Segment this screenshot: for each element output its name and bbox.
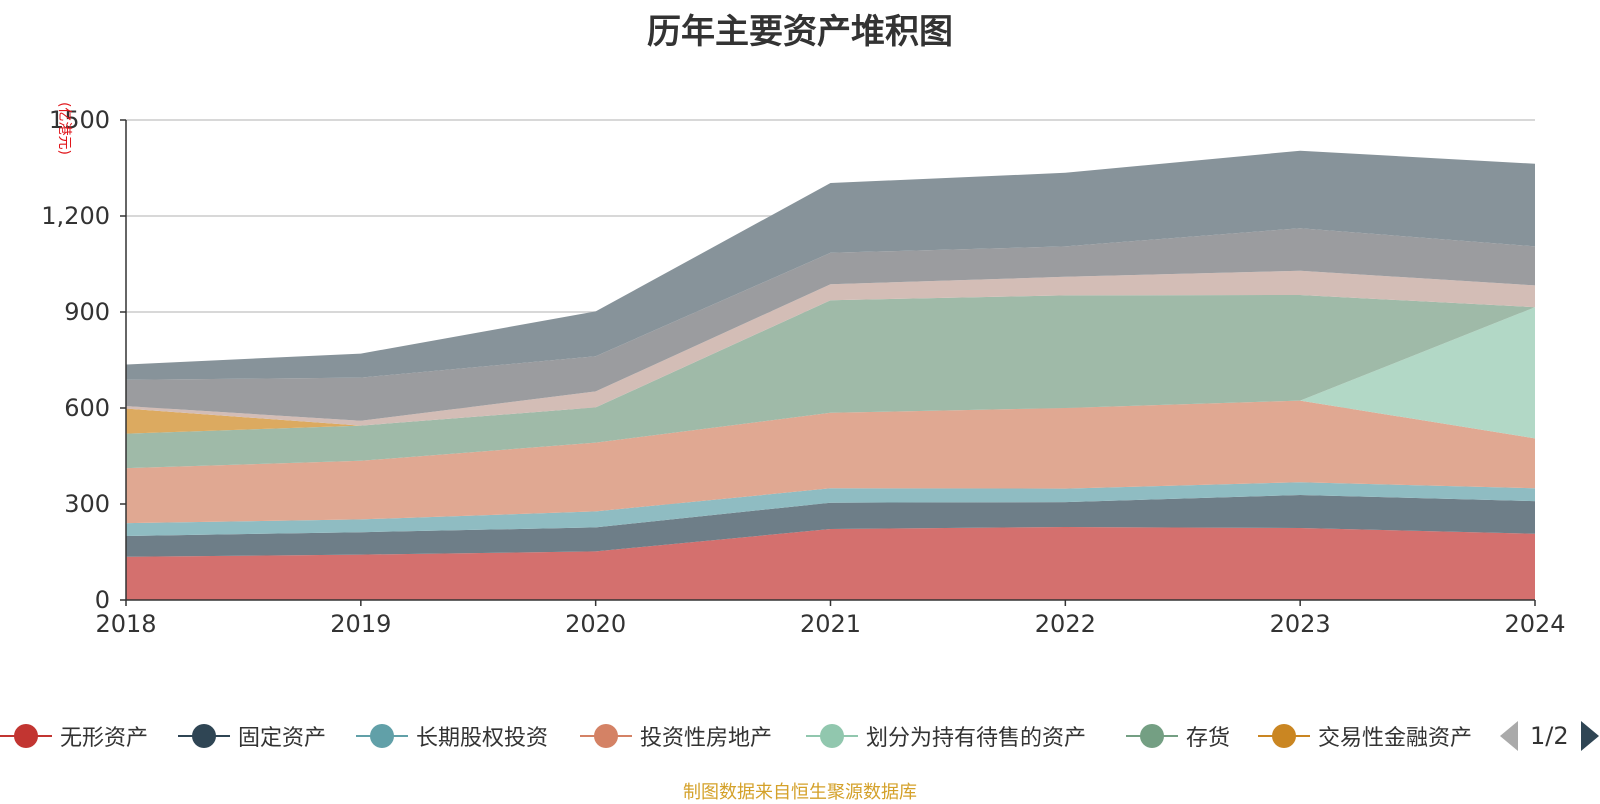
legend-marker-icon xyxy=(356,718,408,754)
y-tick-label: 1500 xyxy=(49,106,110,134)
area-series-1[interactable] xyxy=(126,495,1535,557)
chart-plot: 0 300 600 900 1,200 1500 2018 2019 2020 2021 2022 2… xyxy=(41,102,1565,638)
y-tick-label: 1,200 xyxy=(41,202,110,230)
legend-label: 交易性金融资产 xyxy=(1318,726,1473,751)
y-unit-label: (亿港元) xyxy=(56,102,72,155)
legend-next-arrow-icon[interactable] xyxy=(1580,721,1599,751)
legend-prev-arrow-icon[interactable] xyxy=(1500,721,1518,751)
x-tick-label: 2018 xyxy=(95,610,156,638)
area-series-3[interactable] xyxy=(126,400,1535,524)
area-series-8[interactable] xyxy=(126,228,1535,421)
x-tick-label: 2019 xyxy=(330,610,391,638)
chart-title: 历年主要资产堆积图 xyxy=(647,12,953,52)
x-tick-label: 2021 xyxy=(800,610,861,638)
legend-label: 存货 xyxy=(1186,726,1231,751)
legend-item[interactable]: 长期股权投资 xyxy=(356,718,548,754)
legend-marker-icon xyxy=(1126,718,1178,754)
legend: 无形资产 固定资产 长期股权投资 投资性房地产 划分为持有待售的资产 存货 交易性金融资产 xyxy=(0,718,1600,758)
x-tick-label: 2023 xyxy=(1270,610,1331,638)
legend-label: 投资性房地产 xyxy=(640,726,773,751)
legend-item[interactable]: 固定资产 xyxy=(178,718,326,754)
legend-label: 划分为持有待售的资产 xyxy=(866,726,1087,751)
source-note: 制图数据来自恒生聚源数据库 xyxy=(683,782,917,803)
legend-item[interactable]: 投资性房地产 xyxy=(580,718,772,754)
x-tick-label: 2022 xyxy=(1035,610,1096,638)
legend-page-indicator: 1/2 xyxy=(1530,722,1569,750)
y-tick-label: 600 xyxy=(64,394,110,422)
legend-marker-icon xyxy=(580,718,632,754)
area-series-0[interactable] xyxy=(126,527,1535,600)
area-series-5[interactable] xyxy=(126,295,1535,469)
area-series-2[interactable] xyxy=(126,482,1535,536)
legend-item[interactable]: 存货 xyxy=(1126,718,1230,754)
legend-label: 无形资产 xyxy=(60,726,149,751)
legend-item[interactable]: 划分为持有待售的资产 xyxy=(806,718,1086,754)
area-series-7[interactable] xyxy=(126,270,1535,426)
legend-marker-icon xyxy=(0,718,52,754)
x-tick-label: 2020 xyxy=(565,610,626,638)
y-tick-label: 900 xyxy=(64,298,110,326)
area-series-9[interactable] xyxy=(126,150,1535,380)
legend-label: 长期股权投资 xyxy=(416,726,549,751)
legend-item[interactable]: 无形资产 xyxy=(0,718,148,754)
legend-marker-icon xyxy=(806,718,858,754)
y-tick-label: 300 xyxy=(64,490,110,518)
legend-item[interactable]: 交易性金融资产 xyxy=(1258,718,1472,754)
legend-marker-icon xyxy=(1258,718,1310,754)
legend-marker-icon xyxy=(178,718,230,754)
area-series-6[interactable] xyxy=(126,295,1535,434)
x-tick-label: 2024 xyxy=(1504,610,1565,638)
legend-pager: 1/2 xyxy=(1500,718,1599,754)
y-tick-label: 0 xyxy=(95,586,110,614)
legend-label: 固定资产 xyxy=(238,726,327,751)
